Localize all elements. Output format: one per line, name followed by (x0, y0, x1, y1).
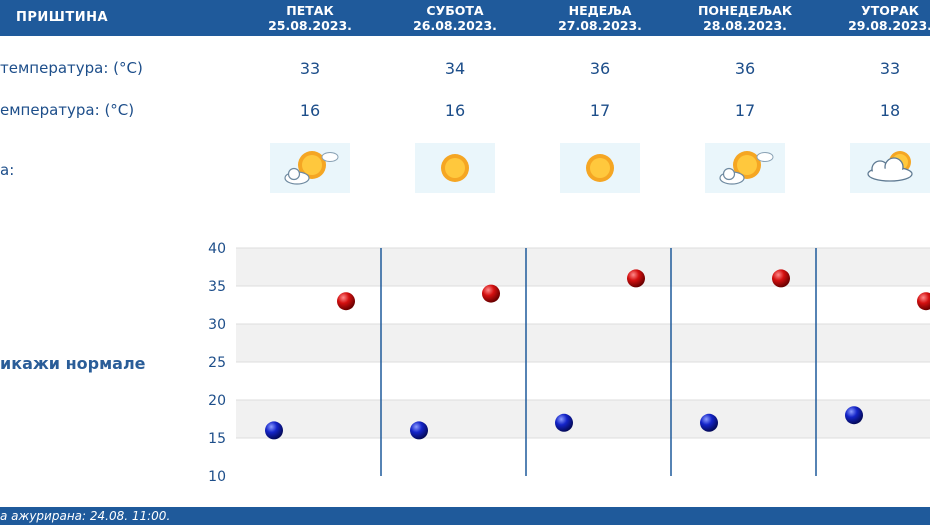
min-temp-value: 17 (734, 101, 756, 120)
day-date: 26.08.2023. (413, 18, 497, 33)
grid-band (236, 248, 930, 286)
day-date: 29.08.2023. (848, 18, 930, 33)
min-temp-value: 17 (589, 101, 611, 120)
show-norms-link[interactable]: икажи нормале (0, 354, 146, 373)
max-temp-point (772, 269, 790, 288)
sun-icon (415, 143, 495, 193)
y-tick-label: 15 (208, 431, 226, 447)
min-temp-label: емпература: (°C) (0, 101, 135, 119)
forecast-header: ПРИШТИНА ПЕТАК 25.08.2023. СУБОТА 26.08.… (0, 0, 930, 36)
day-header-3: НЕДЕЉА 27.08.2023. (540, 3, 660, 33)
last-updated: а ажурирана: 24.08. 11:00. (0, 509, 171, 523)
day-name: СУБОТА (426, 3, 484, 18)
day-date: 28.08.2023. (703, 18, 787, 33)
weather-label: а: (0, 161, 15, 179)
day-header-1: ПЕТАК 25.08.2023. (250, 3, 370, 33)
y-tick-label: 20 (208, 393, 226, 409)
y-tick-label: 10 (208, 469, 226, 485)
max-temp-point (917, 292, 930, 311)
max-temp-value: 33 (299, 59, 321, 78)
max-temp-value: 36 (589, 59, 611, 78)
day-header-5: УТОРАК 29.08.2023. (830, 3, 930, 33)
cloud-sun-icon (850, 143, 930, 193)
grid-band (236, 362, 930, 400)
max-temp-value: 36 (734, 59, 756, 78)
day-header-4: ПОНЕДЕЉАК 28.08.2023. (685, 3, 805, 33)
y-tick-label: 30 (208, 317, 226, 333)
min-temp-point (700, 413, 718, 432)
day-name: НЕДЕЉА (568, 3, 632, 18)
min-temp-point (265, 421, 283, 440)
max-temp-label: температура: (°C) (0, 59, 143, 77)
max-temp-point (627, 269, 645, 288)
min-temp-value: 16 (299, 101, 321, 120)
sun-cloud-icon (705, 143, 785, 193)
min-temp-point (410, 421, 428, 440)
day-header-2: СУБОТА 26.08.2023. (395, 3, 515, 33)
day-name: УТОРАК (861, 3, 919, 18)
temperature-chart: 40 35 30 25 20 15 10 (208, 241, 930, 485)
day-name: ПЕТАК (286, 3, 334, 18)
y-tick-label: 35 (208, 279, 226, 295)
footer-bar: а ажурирана: 24.08. 11:00. (0, 507, 930, 525)
y-tick-label: 25 (208, 355, 226, 371)
max-temp-point (482, 284, 500, 303)
min-temp-value: 16 (444, 101, 466, 120)
min-temp-point (845, 406, 863, 425)
max-temp-value: 33 (879, 59, 901, 78)
y-tick-label: 40 (208, 241, 226, 257)
min-temp-point (555, 413, 573, 432)
sun-cloud-icon (270, 143, 350, 193)
grid-band (236, 400, 930, 438)
sun-icon (560, 143, 640, 193)
grid-band (236, 324, 930, 362)
min-temp-value: 18 (879, 101, 901, 120)
max-temp-point (337, 292, 355, 311)
day-date: 27.08.2023. (558, 18, 642, 33)
station-name: ПРИШТИНА (16, 10, 109, 25)
max-temp-value: 34 (444, 59, 466, 78)
day-date: 25.08.2023. (268, 18, 352, 33)
day-name: ПОНЕДЕЉАК (697, 3, 793, 18)
grid-band (236, 438, 930, 476)
